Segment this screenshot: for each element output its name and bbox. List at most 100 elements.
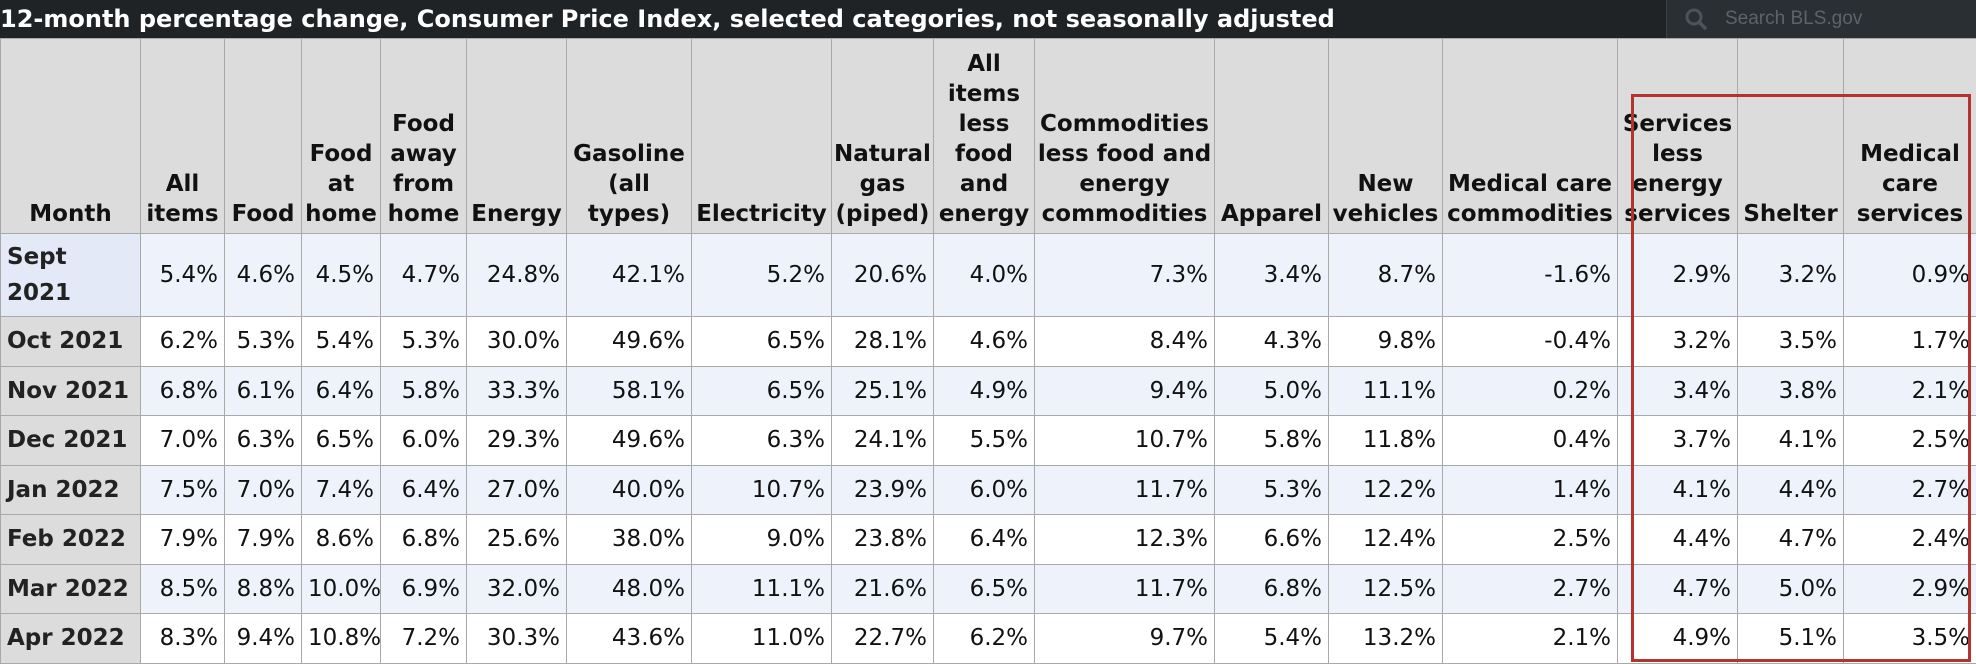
table-cell: 2.9% (1617, 233, 1738, 317)
table-cell: 4.6% (933, 316, 1035, 367)
table-cell: 4.7% (380, 233, 467, 317)
table-cell: 2.5% (1843, 415, 1976, 466)
column-header: Energy (466, 38, 567, 234)
table-cell: 7.4% (301, 464, 381, 515)
column-header: Month (0, 38, 141, 234)
table-cell: 33.3% (466, 365, 567, 416)
column-header: Food at home (301, 38, 381, 234)
header-row: Month All items Food Food at home Food a… (0, 38, 1976, 234)
table-cell: 4.0% (933, 233, 1035, 317)
table-cell: 9.7% (1034, 613, 1215, 664)
table-cell: 0.2% (1442, 365, 1618, 416)
row-month-label: Mar 2022 (0, 563, 141, 614)
table-cell: 2.1% (1843, 365, 1976, 416)
table-row: Apr 2022 8.3% 9.4% 10.8% 7.2% 30.3% 43.6% 11.0%… (0, 613, 1976, 664)
column-header: New vehicles (1328, 38, 1443, 234)
table-cell: 9.8% (1328, 316, 1443, 367)
table-cell: 4.9% (1617, 613, 1738, 664)
table-cell: 8.7% (1328, 233, 1443, 317)
table-cell: 21.6% (831, 563, 934, 614)
cpi-table: Month All items Food Food at home Food a… (0, 38, 1976, 664)
column-header: Apparel (1214, 38, 1329, 234)
table-cell: 10.7% (1034, 415, 1215, 466)
table-cell: 7.0% (224, 464, 302, 515)
table-cell: 4.7% (1737, 514, 1844, 565)
table-cell: 2.1% (1442, 613, 1618, 664)
table-row: Oct 2021 6.2% 5.3% 5.4% 5.3% 30.0% 49.6% 6.5% 28… (0, 316, 1976, 367)
table-cell: 9.4% (1034, 365, 1215, 416)
table-cell: 4.1% (1737, 415, 1844, 466)
table-cell: 29.3% (466, 415, 567, 466)
column-header: Shelter (1737, 38, 1844, 234)
table-cell: 48.0% (566, 563, 692, 614)
table-cell: 4.1% (1617, 464, 1738, 515)
table-row: Mar 2022 8.5% 8.8% 10.0% 6.9% 32.0% 48.0% 11.1%… (0, 563, 1976, 614)
table-cell: 49.6% (566, 316, 692, 367)
table-cell: 3.5% (1843, 613, 1976, 664)
table-cell: 7.9% (224, 514, 302, 565)
table-cell: 11.7% (1034, 563, 1215, 614)
table-row: Nov 2021 6.8% 6.1% 6.4% 5.8% 33.3% 58.1% 6.5% 25… (0, 365, 1976, 416)
table-row: Sept 2021 5.4% 4.6% 4.5% 4.7% 24.8% 42.1% 5.2% 2… (0, 233, 1976, 317)
table-cell: 2.9% (1843, 563, 1976, 614)
table-cell: 6.3% (224, 415, 302, 466)
table-cell: 12.4% (1328, 514, 1443, 565)
table-cell: 6.5% (933, 563, 1035, 614)
table-cell: -0.4% (1442, 316, 1618, 367)
row-month-label: Jan 2022 (0, 464, 141, 515)
table-cell: 12.3% (1034, 514, 1215, 565)
column-header: Gasoline (all types) (566, 38, 692, 234)
column-header: Commodities less food and energy commodi… (1034, 38, 1215, 234)
row-month-label: Sept 2021 (0, 233, 141, 317)
table-row: Dec 2021 7.0% 6.3% 6.5% 6.0% 29.3% 49.6% 6.3% 24… (0, 415, 1976, 466)
table-cell: 6.8% (1214, 563, 1329, 614)
search-placeholder[interactable]: Search BLS.gov (1725, 8, 1863, 29)
table-cell: 5.8% (380, 365, 467, 416)
table-cell: 5.3% (224, 316, 302, 367)
table-cell: 5.3% (380, 316, 467, 367)
column-header: All items less food and energy (933, 38, 1035, 234)
table-cell: 6.4% (933, 514, 1035, 565)
table-cell: 4.9% (933, 365, 1035, 416)
table-cell: 28.1% (831, 316, 934, 367)
table-cell: 8.8% (224, 563, 302, 614)
table-cell: 9.4% (224, 613, 302, 664)
row-month-label: Apr 2022 (0, 613, 141, 664)
table-cell: 20.6% (831, 233, 934, 317)
table-cell: 6.4% (380, 464, 467, 515)
table-row: Jan 2022 7.5% 7.0% 7.4% 6.4% 27.0% 40.0% 10.7% 2… (0, 464, 1976, 515)
table-cell: 4.3% (1214, 316, 1329, 367)
table-cell: 40.0% (566, 464, 692, 515)
table-cell: 11.1% (1328, 365, 1443, 416)
table-cell: 6.8% (140, 365, 225, 416)
table-cell: 5.4% (301, 316, 381, 367)
table-cell: 7.2% (380, 613, 467, 664)
table-cell: 7.5% (140, 464, 225, 515)
table-cell: 3.2% (1737, 233, 1844, 317)
table-cell: 11.0% (691, 613, 832, 664)
table-cell: 8.4% (1034, 316, 1215, 367)
table-cell: 2.7% (1843, 464, 1976, 515)
table-cell: 5.0% (1737, 563, 1844, 614)
table-cell: 11.8% (1328, 415, 1443, 466)
table-cell: 7.0% (140, 415, 225, 466)
table-cell: 8.3% (140, 613, 225, 664)
table-cell: 6.5% (691, 365, 832, 416)
table-cell: 42.1% (566, 233, 692, 317)
table-cell: 6.8% (380, 514, 467, 565)
search-icon[interactable] (1685, 8, 1707, 30)
table-cell: 3.5% (1737, 316, 1844, 367)
table-cell: 6.3% (691, 415, 832, 466)
search-box[interactable]: Search BLS.gov (1666, 0, 1976, 38)
page-title: 12-month percentage change, Consumer Pri… (0, 5, 1335, 33)
column-header: Natural gas (piped) (831, 38, 934, 234)
table-cell: 6.5% (301, 415, 381, 466)
table-cell: 12.2% (1328, 464, 1443, 515)
table-cell: 0.9% (1843, 233, 1976, 317)
table-cell: 4.6% (224, 233, 302, 317)
table-cell: 10.7% (691, 464, 832, 515)
table-cell: 5.5% (933, 415, 1035, 466)
row-month-label: Oct 2021 (0, 316, 141, 367)
table-cell: 2.5% (1442, 514, 1618, 565)
table-cell: 25.6% (466, 514, 567, 565)
